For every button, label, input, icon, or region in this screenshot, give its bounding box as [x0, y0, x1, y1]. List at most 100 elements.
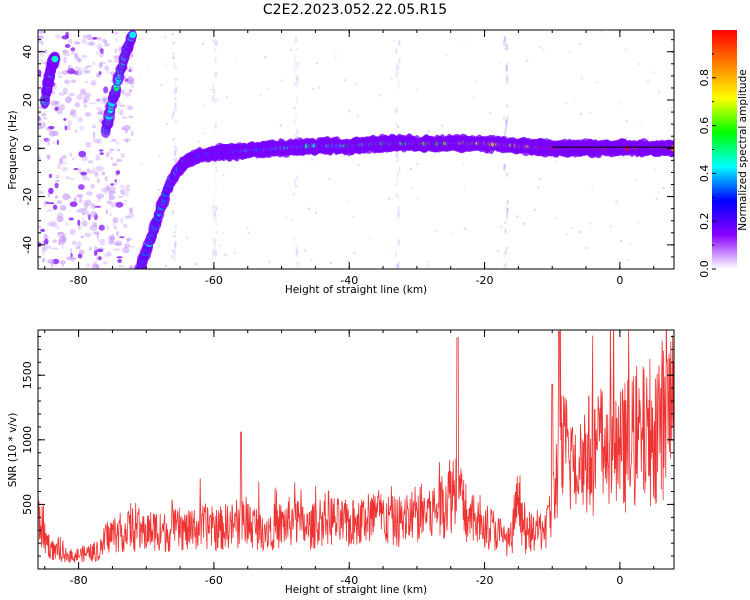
spectrum-streak: [396, 154, 399, 158]
spectrum-speckle: [116, 230, 119, 237]
spectrum-speckle: [119, 109, 124, 116]
spectrum-speckle: [388, 197, 391, 200]
spectrum-speckle: [284, 216, 287, 219]
spectrum-speckle: [140, 162, 143, 165]
spectrum-streak: [504, 43, 506, 51]
spectrum-speckle: [629, 243, 632, 246]
spectrum-speckle: [68, 217, 74, 221]
spectrum-speckle: [75, 209, 83, 213]
spectrum-speckle: [116, 256, 123, 259]
spectrum-speckle: [103, 261, 108, 265]
spectrum-speckle: [147, 65, 150, 68]
spectrum-speckle: [92, 37, 98, 40]
spectrum-speckle: [344, 79, 347, 82]
spectrum-speckle: [123, 138, 131, 142]
spectrogram-frame: [37, 29, 675, 270]
spectrum-speckle: [81, 54, 88, 59]
spectrum-speckle: [103, 253, 111, 258]
spectrum-streak: [296, 80, 299, 87]
spectrum-speckle: [38, 143, 41, 146]
spectrum-speckle: [164, 63, 167, 66]
spectrum-speckle: [74, 66, 82, 70]
spectrum-streak: [175, 66, 177, 71]
spectrum-speckle: [636, 221, 639, 224]
spectrum-speckle: [89, 40, 96, 47]
spectrum-speckle: [67, 38, 73, 45]
spectrum-speckle: [124, 243, 130, 249]
spectrum-speckle: [39, 121, 47, 129]
spectrum-streak: [506, 74, 509, 80]
spectrum-speckle: [47, 193, 51, 198]
spectrum-speckle: [69, 152, 72, 157]
spectrum-speckle: [47, 259, 55, 264]
spectrum-speckle: [97, 256, 102, 261]
spectrum-speckle: [352, 215, 355, 218]
spectrum-streak: [293, 67, 296, 71]
spectrum-speckle: [307, 207, 310, 210]
spectrum-speckle: [267, 87, 270, 90]
spectrum-speckle: [86, 191, 93, 196]
spectrum-speckle: [104, 40, 108, 44]
spectrum-speckle: [537, 186, 540, 189]
spectrum-streak: [174, 241, 177, 247]
spectrum-speckle: [652, 71, 655, 74]
spectrum-speckle: [222, 231, 225, 234]
spectrum-streak: [293, 179, 296, 183]
spectrum-speckle: [655, 197, 658, 200]
spectrum-streak: [395, 181, 398, 186]
spectrum-streak: [504, 171, 507, 175]
spectrum-speckle: [83, 96, 90, 102]
spectrum-speckle: [69, 201, 78, 207]
spectrum-speckle: [123, 124, 131, 131]
spectrum-speckle: [247, 231, 250, 234]
spectrum-speckle: [195, 263, 198, 265]
spectrum-streak: [172, 110, 175, 117]
spectrum-speckle: [71, 157, 75, 161]
spectrum-streak: [213, 162, 216, 166]
spectrum-speckle: [103, 42, 110, 47]
spectrum-speckle: [353, 252, 356, 255]
spectrum-streak: [215, 71, 217, 78]
spectrum-speckle: [128, 211, 134, 219]
spectrum-streak: [215, 166, 218, 173]
spectrum-speckle: [100, 241, 106, 246]
spectrum-speckle: [77, 116, 84, 123]
spectrum-speckle: [354, 82, 357, 85]
spectrum-speckle: [39, 48, 43, 52]
spectrum-speckle: [80, 209, 88, 215]
spectrum-speckle: [84, 199, 92, 207]
spectrum-speckle: [95, 154, 101, 161]
spectrum-speckle: [571, 226, 574, 229]
spectrum-speckle: [120, 217, 124, 224]
spectrum-speckle: [75, 69, 83, 76]
spectrum-streak: [397, 263, 400, 269]
y-tick-label: 1500: [21, 361, 34, 389]
spectrum-speckle: [93, 250, 98, 256]
spectrum-speckle: [47, 154, 50, 160]
spectrum-speckle: [83, 104, 87, 108]
spectrum-speckle: [76, 194, 84, 198]
spectrum-speckle: [58, 92, 66, 96]
spectrum-streak: [395, 263, 398, 268]
spectrum-speckle: [310, 258, 313, 261]
spectrum-streak: [215, 207, 218, 210]
spectrum-streak: [175, 224, 177, 230]
spectrum-streak: [174, 242, 177, 249]
spectrum-speckle: [85, 168, 91, 174]
spectrum-speckle: [639, 124, 642, 127]
spectrum-speckle: [84, 232, 92, 238]
spectrum-speckle: [115, 141, 120, 145]
spectrum-streak: [293, 52, 296, 59]
spectrum-speckle: [43, 233, 48, 240]
spectrum-speckle: [69, 256, 77, 262]
spectrum-speckle: [55, 195, 59, 199]
spectrum-streak: [294, 60, 297, 65]
spectrum-streak: [504, 261, 507, 266]
spectrum-speckle: [96, 51, 99, 55]
spectrum-streak: [212, 253, 214, 260]
spectrum-speckle: [427, 264, 430, 267]
spectrum-streak: [293, 237, 296, 243]
spectrum-streak: [396, 65, 399, 71]
spectrum-streak: [214, 122, 217, 129]
y-tick-label: 1000: [21, 426, 34, 454]
